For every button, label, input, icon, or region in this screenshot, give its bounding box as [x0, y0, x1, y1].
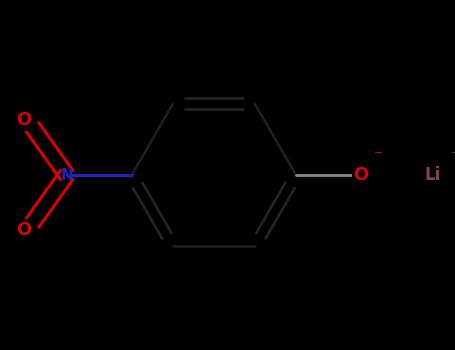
Text: O: O [16, 111, 31, 129]
Text: O: O [354, 166, 369, 184]
Text: Li: Li [425, 166, 441, 184]
Text: O: O [16, 221, 31, 239]
Text: N: N [61, 168, 73, 182]
Text: −: − [374, 148, 383, 158]
Text: +: + [450, 148, 455, 158]
